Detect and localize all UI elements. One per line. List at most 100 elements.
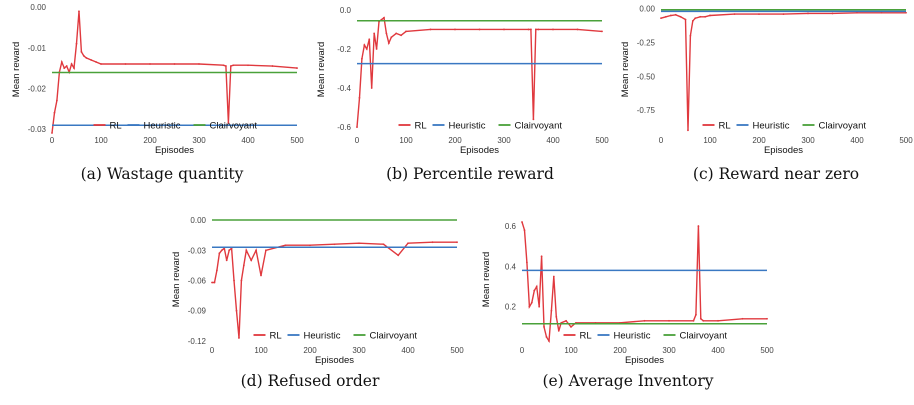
y-tick-label: -0.25: [637, 38, 656, 47]
chart-panel-a: 0.00 -0.01 -0.02 -0.03 0 100 200 300 400 500 Episo…: [0, 0, 305, 160]
data-point-rl: [85, 57, 88, 59]
data-point-rl: [807, 12, 809, 15]
data-point-rl: [233, 279, 235, 282]
data-point-rl: [782, 13, 785, 16]
x-tick-label: 500: [760, 346, 774, 355]
data-point-rl: [56, 99, 58, 102]
data-point-rl: [699, 15, 702, 18]
series-line-rl: [212, 241, 457, 339]
legend-label-clairvoyant: Clairvoyant: [515, 121, 563, 132]
x-tick-label: 100: [703, 136, 717, 145]
x-tick-label: 300: [662, 346, 676, 355]
data-point-rl: [521, 221, 523, 223]
data-point-rl: [51, 132, 53, 134]
data-point-rl: [601, 30, 603, 33]
data-point-rl: [213, 281, 216, 284]
data-point-rl: [149, 63, 151, 65]
data-point-rl: [537, 28, 540, 31]
x-axis-label: Episodes: [764, 145, 803, 156]
legend-label-clairvoyant: Clairvoyant: [819, 121, 867, 132]
data-point-rl: [211, 281, 213, 284]
y-axis-label: Mean reward: [316, 42, 327, 97]
data-point-rl: [530, 28, 532, 31]
chart-panel-b: 0.0 -0.2 -0.4 -0.6 0 100 200 300 400 500 Episodes M…: [305, 0, 610, 160]
legend-label-clairvoyant: Clairvoyant: [680, 331, 728, 342]
legend-label-rl: RL: [415, 121, 427, 132]
data-point-rl: [552, 28, 554, 31]
data-point-rl: [368, 38, 371, 41]
data-point-rl: [535, 285, 538, 288]
x-tick-label: 200: [303, 346, 317, 355]
data-point-rl: [198, 63, 200, 65]
data-point-rl: [65, 65, 68, 67]
data-point-rl: [733, 13, 736, 16]
x-tick-label: 400: [711, 346, 725, 355]
data-point-rl: [431, 241, 434, 244]
data-point-rl: [400, 34, 402, 37]
data-point-rl: [238, 337, 240, 339]
data-point-rl: [387, 42, 390, 45]
data-point-rl: [543, 325, 545, 328]
data-point-rl: [383, 16, 385, 19]
data-point-rl: [90, 59, 93, 61]
y-tick-label: 0.00: [190, 216, 206, 225]
x-tick-label: 200: [613, 346, 627, 355]
legend-label-clairvoyant: Clairvoyant: [210, 121, 258, 132]
x-axis-label: Episodes: [460, 145, 499, 156]
legend-label-clairvoyant: Clairvoyant: [370, 331, 418, 342]
legend-label-heuristic: Heuristic: [614, 331, 651, 342]
legend-label-rl: RL: [270, 331, 282, 342]
data-point-rl: [395, 32, 398, 35]
data-point-rl: [709, 14, 711, 17]
data-point-rl: [242, 264, 245, 267]
chart-average-inventory: 0.2 0.4 0.6 0 100 200 300 400 500 Episodes Mean re…: [481, 221, 774, 366]
data-point-rl: [679, 15, 682, 18]
data-point-rl: [225, 259, 228, 262]
chart-panel-e: 0.2 0.4 0.6 0 100 200 300 400 500 Episodes Mean re…: [470, 210, 775, 370]
y-tick-label: 0.0: [340, 6, 352, 15]
x-tick-label: 0: [210, 346, 215, 355]
data-point-rl: [691, 19, 694, 22]
data-point-rl: [694, 17, 697, 20]
data-point-rl: [699, 317, 702, 320]
data-point-rl: [370, 87, 373, 89]
data-point-rl: [665, 15, 667, 18]
x-axis-label: Episodes: [625, 355, 664, 366]
y-tick-label: -0.06: [188, 277, 207, 286]
data-point-rl: [503, 28, 505, 31]
x-axis-label: Episodes: [315, 355, 354, 366]
data-point-rl: [296, 67, 298, 69]
data-point-rl: [643, 319, 646, 322]
data-point-rl: [80, 50, 83, 53]
data-point-rl: [697, 225, 700, 227]
data-point-rl: [538, 305, 541, 308]
data-point-rl: [228, 249, 231, 252]
data-point-rl: [831, 12, 834, 15]
y-tick-label: -0.01: [28, 44, 47, 53]
y-tick-label: -0.02: [28, 84, 47, 93]
x-tick-label: 100: [254, 346, 268, 355]
data-point-rl: [880, 11, 883, 14]
data-point-rl: [687, 129, 689, 132]
data-point-rl: [527, 28, 530, 31]
data-point-rl: [363, 44, 366, 46]
data-point-rl: [95, 61, 97, 63]
data-point-rl: [570, 325, 572, 328]
x-tick-label: 100: [399, 136, 413, 145]
data-point-rl: [382, 243, 385, 246]
data-point-rl: [552, 275, 555, 278]
data-point-rl: [548, 340, 550, 342]
data-point-rl: [82, 55, 85, 57]
data-point-rl: [260, 274, 262, 277]
data-point-rl: [528, 305, 531, 308]
data-point-rl: [692, 319, 695, 322]
data-point-rl: [758, 13, 760, 16]
data-point-rl: [704, 15, 706, 18]
data-point-rl: [534, 28, 537, 31]
x-tick-label: 0: [50, 136, 55, 145]
y-axis-label: Mean reward: [481, 252, 492, 307]
data-point-rl: [390, 36, 393, 39]
chart-refused-order: 0.00 -0.03 -0.06 -0.09 -0.120 100 200 300 400 500…: [171, 216, 464, 366]
chart-wastage-quantity: 0.00 -0.01 -0.02 -0.030 100 200 300 400 500 Episo…: [11, 3, 304, 156]
data-point-rl: [216, 269, 218, 272]
